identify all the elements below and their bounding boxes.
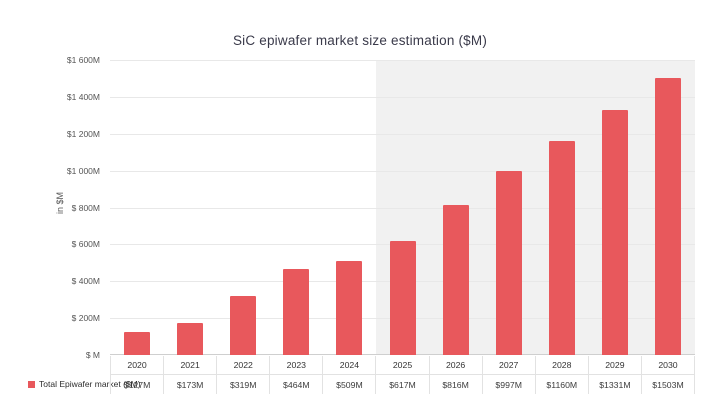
gridline xyxy=(110,96,695,98)
y-tick-label: $ 800M xyxy=(71,202,100,213)
y-tick-label: $1 600M xyxy=(66,55,100,65)
bar xyxy=(442,204,469,355)
gridline xyxy=(110,60,695,61)
y-tick-label: $ 200M xyxy=(71,313,100,324)
x-tick-label: 2029 xyxy=(589,356,642,374)
x-tick-label: 2028 xyxy=(536,356,589,374)
legend: Total Epiwafer market ($M) xyxy=(28,379,141,389)
x-axis-row: 2020 2021 2022 2023 2024 2025 2026 2027 2028 2029… xyxy=(110,356,696,375)
x-tick-label: 2026 xyxy=(430,356,483,374)
gridline xyxy=(110,207,695,209)
value-cell: $319M xyxy=(217,375,271,394)
x-tick-label: 2027 xyxy=(483,356,536,374)
legend-label: Total Epiwafer market ($M) xyxy=(39,379,141,389)
bar xyxy=(176,323,203,355)
gridline xyxy=(110,133,695,135)
plot-area xyxy=(110,60,695,355)
bar xyxy=(389,241,416,355)
value-cell: $617M xyxy=(376,375,430,394)
y-tick-label: $1 400M xyxy=(66,91,100,102)
x-tick-label: 2022 xyxy=(217,356,271,374)
bar xyxy=(283,269,310,355)
y-tick-label: $1 000M xyxy=(66,165,100,176)
bar xyxy=(336,261,363,355)
values-row: $127M $173M $319M $464M $509M $617M $816M $997M… xyxy=(110,375,696,394)
value-cell: $464M xyxy=(270,375,324,394)
x-tick-label: 2024 xyxy=(323,356,377,374)
x-tick-label: 2025 xyxy=(376,356,430,374)
x-tick-label: 2030 xyxy=(642,356,696,374)
bar xyxy=(602,109,629,355)
chart-title: SiC epiwafer market size estimation ($M) xyxy=(232,33,488,48)
legend-swatch-icon xyxy=(28,380,35,388)
value-cell: $1331M xyxy=(589,375,642,394)
value-cell: $509M xyxy=(323,375,377,394)
x-tick-label: 2021 xyxy=(164,356,218,374)
value-cell: $127M xyxy=(110,375,165,394)
bar xyxy=(123,331,150,355)
bar xyxy=(495,171,522,355)
y-tick-label: $ M xyxy=(85,350,100,360)
bar xyxy=(549,141,576,355)
value-cell: $1160M xyxy=(536,375,589,394)
y-tick-label: $ 600M xyxy=(71,239,100,250)
y-tick-label: $ 400M xyxy=(71,276,100,287)
value-cell: $997M xyxy=(483,375,536,394)
x-tick-label: 2023 xyxy=(270,356,324,374)
bar xyxy=(229,296,256,355)
gridline xyxy=(110,170,695,172)
x-tick-label: 2020 xyxy=(110,356,165,374)
value-cell: $1503M xyxy=(642,375,696,394)
value-cell: $816M xyxy=(430,375,483,394)
bar xyxy=(655,77,682,355)
value-cell: $173M xyxy=(164,375,218,394)
y-tick-labels: $ M $ 200M $ 400M $ 600M $ 800M $1 000M $1 200… xyxy=(56,55,104,360)
y-tick-label: $1 200M xyxy=(66,128,100,139)
